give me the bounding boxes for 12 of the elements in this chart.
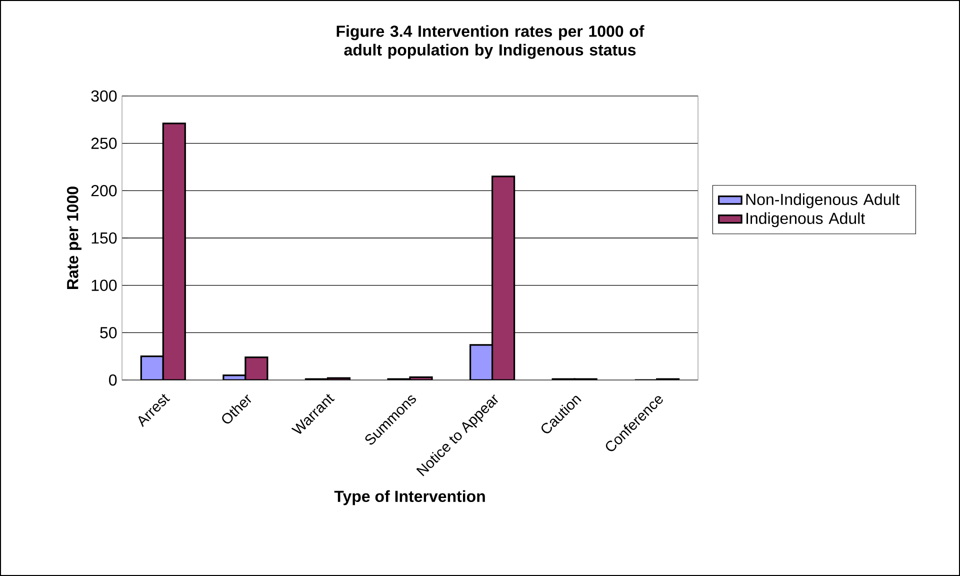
y-tick-label: 50	[100, 327, 117, 338]
y-tick-label: 200	[91, 185, 117, 196]
legend-label: Indigenous Adult	[746, 212, 865, 228]
y-tick-label: 300	[91, 90, 117, 102]
x-axis-title: Type of Intervention	[334, 490, 485, 506]
y-tick-label: 100	[92, 280, 117, 291]
y-tick-label: 250	[91, 138, 117, 149]
legend-label: Non-Indigenous Adult	[746, 193, 900, 208]
y-axis-title: Rate per 1000	[66, 186, 82, 289]
chart-title: Figure 3.4 Intervention rates per 1000 of adult population by Indigenous status	[336, 25, 644, 59]
y-tick-label: 0	[109, 374, 117, 386]
y-tick-label: 150	[92, 232, 117, 244]
